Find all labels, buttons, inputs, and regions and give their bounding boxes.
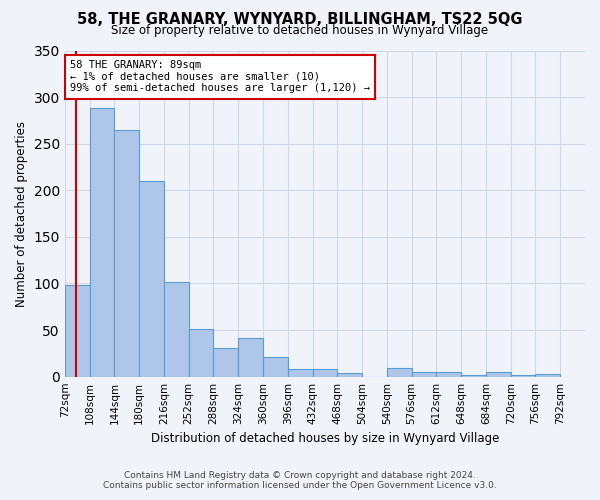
Bar (461, 375, 486, 376)
Text: Contains HM Land Registry data © Crown copyright and database right 2024.
Contai: Contains HM Land Registry data © Crown c… (103, 470, 497, 490)
Bar (337, 373, 362, 376)
Text: 58, THE GRANARY, WYNYARD, BILLINGHAM, TS22 5QG: 58, THE GRANARY, WYNYARD, BILLINGHAM, TS… (77, 12, 523, 28)
Bar (89, 108, 115, 376)
Bar (535, 374, 560, 376)
Bar (263, 357, 288, 376)
Bar (65, 286, 89, 376)
Text: 58 THE GRANARY: 89sqm
← 1% of detached houses are smaller (10)
99% of semi-detac: 58 THE GRANARY: 89sqm ← 1% of detached h… (70, 60, 370, 94)
Bar (115, 130, 139, 376)
Bar (288, 369, 313, 376)
Bar (238, 338, 263, 376)
Bar (387, 368, 412, 376)
Bar (188, 329, 214, 376)
Bar (164, 282, 188, 376)
Bar (412, 372, 436, 376)
X-axis label: Distribution of detached houses by size in Wynyard Village: Distribution of detached houses by size … (151, 432, 499, 445)
Text: Size of property relative to detached houses in Wynyard Village: Size of property relative to detached ho… (112, 24, 488, 37)
Bar (511, 375, 535, 376)
Bar (313, 369, 337, 376)
Y-axis label: Number of detached properties: Number of detached properties (15, 120, 28, 306)
Bar (486, 372, 511, 376)
Bar (139, 181, 164, 376)
Bar (436, 372, 461, 376)
Bar (214, 348, 238, 376)
